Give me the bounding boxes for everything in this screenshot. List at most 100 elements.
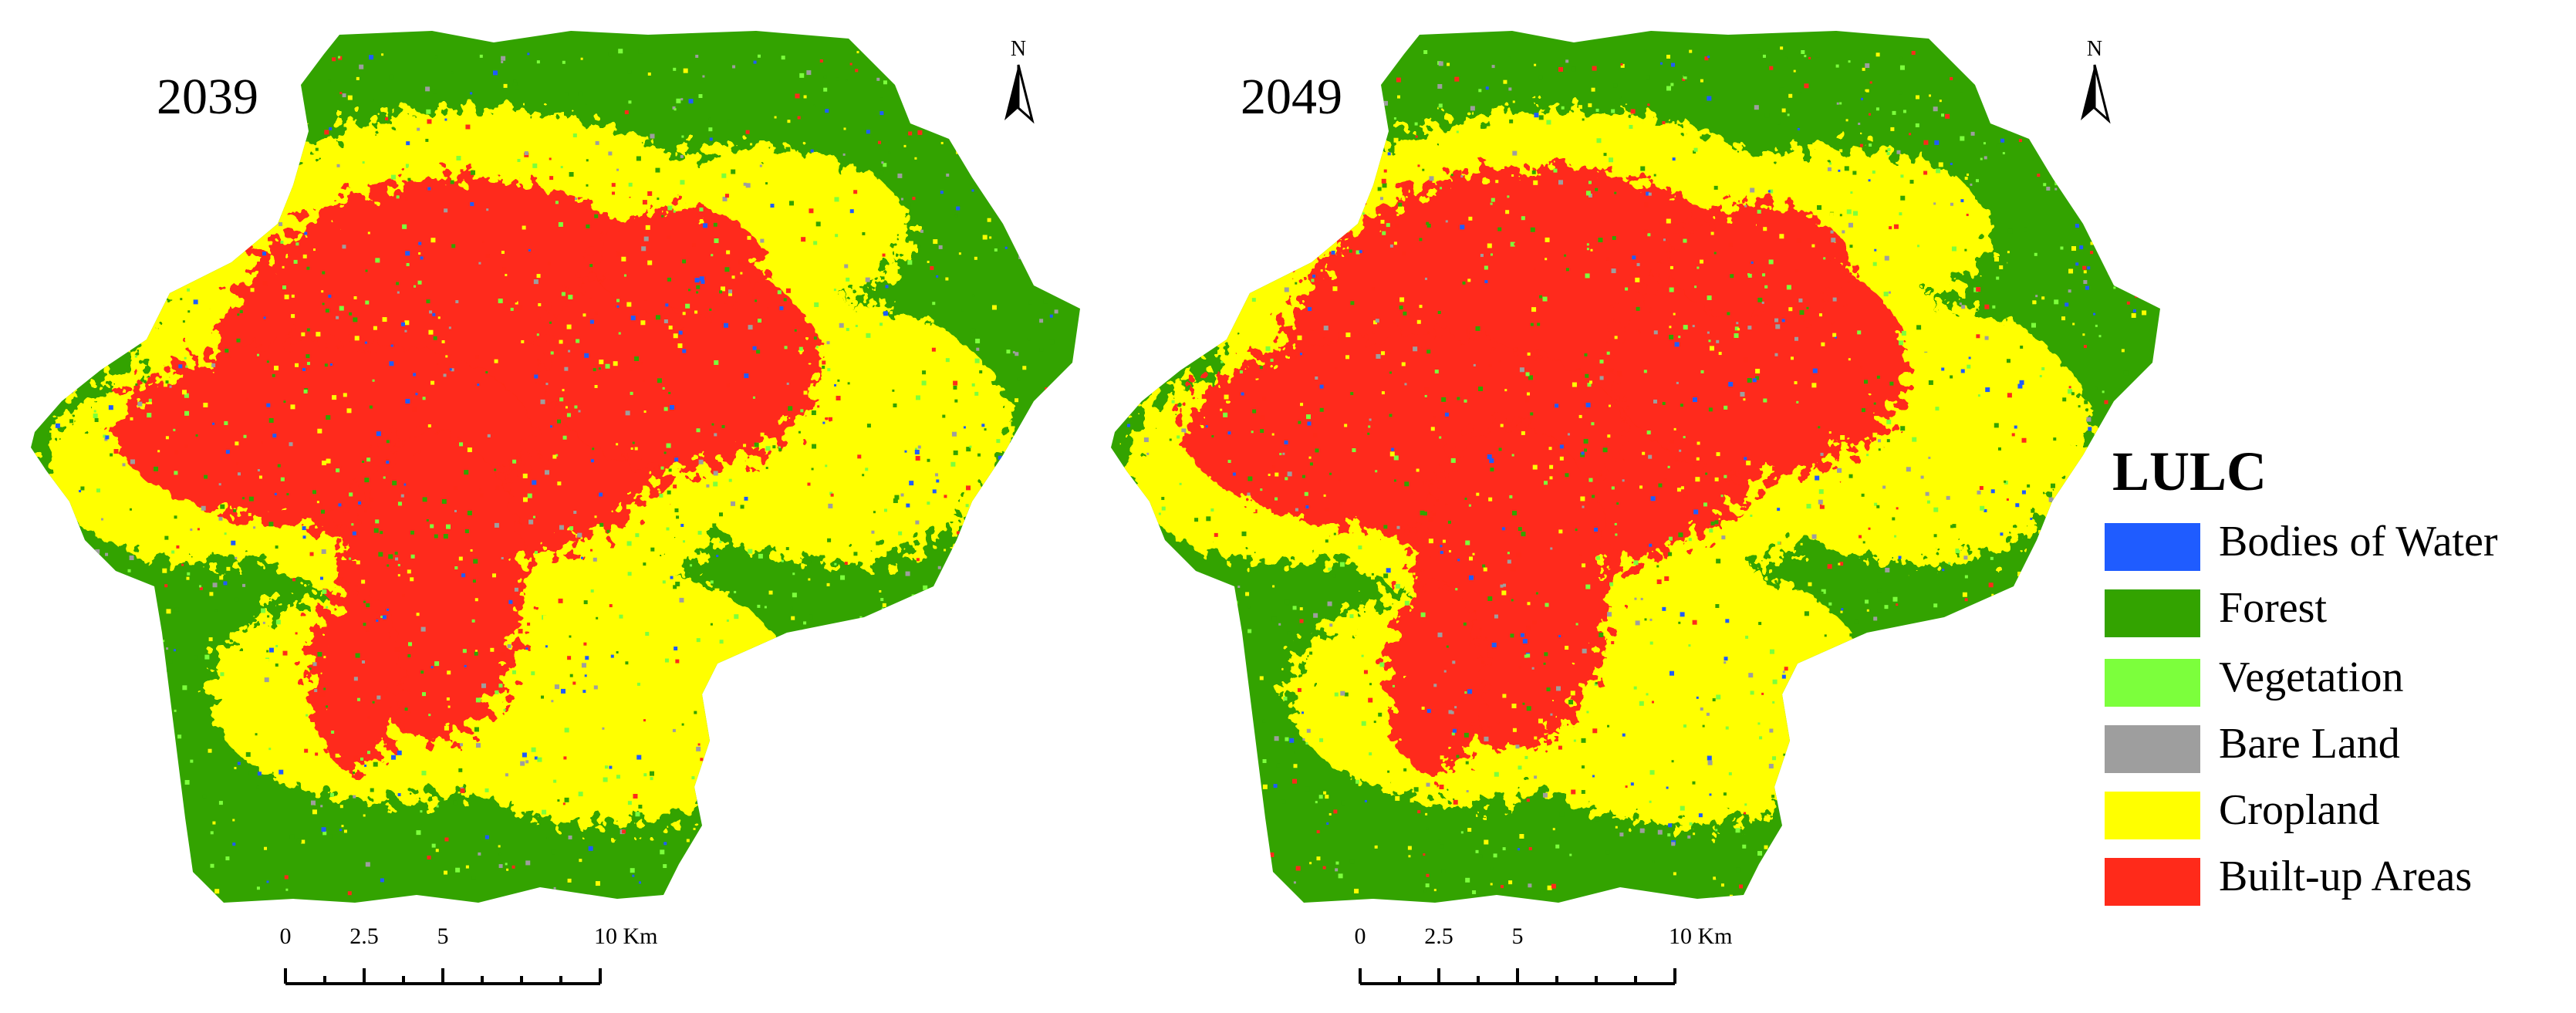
pixel [880, 598, 884, 602]
pixel [256, 785, 260, 789]
pixel [1367, 164, 1370, 167]
pixel [93, 635, 99, 640]
pixel [1184, 582, 1187, 585]
pixel [1612, 235, 1616, 240]
pixel [1758, 485, 1761, 488]
pixel [94, 755, 99, 760]
pixel [1241, 531, 1247, 536]
pixel [927, 740, 932, 745]
pixel [1341, 800, 1346, 805]
pixel [306, 362, 310, 366]
pixel [1273, 62, 1278, 68]
pixel [1828, 431, 1832, 434]
pixel [525, 860, 531, 866]
pixel [2051, 599, 2054, 602]
pixel [1261, 191, 1264, 195]
pixel [291, 314, 295, 319]
pixel [580, 556, 583, 559]
pixel [1429, 176, 1434, 181]
pixel [1553, 168, 1558, 173]
pixel [1318, 748, 1323, 753]
pixel [1356, 250, 1360, 255]
pixel [1244, 884, 1249, 890]
pixel [177, 734, 182, 739]
pixel [1349, 859, 1355, 864]
pixel [1526, 626, 1531, 631]
pixel [573, 511, 577, 515]
pixel [2017, 383, 2023, 389]
pixel [1693, 150, 1697, 154]
pixel [118, 874, 121, 877]
pixel [391, 501, 397, 506]
pixel [929, 661, 932, 664]
pixel [879, 171, 884, 176]
pixel [282, 265, 285, 268]
pixel [1644, 229, 1649, 234]
pixel [164, 584, 168, 588]
pixel [1490, 468, 1494, 472]
pixel [2051, 469, 2057, 474]
pixel [1923, 718, 1928, 722]
pixel [353, 677, 358, 681]
pixel [687, 691, 690, 694]
pixel [1886, 439, 1890, 443]
pixel [1668, 536, 1673, 541]
pixel [2041, 296, 2045, 300]
pixel [1026, 811, 1031, 816]
pixel [956, 73, 961, 79]
pixel [165, 800, 170, 805]
pixel [1680, 404, 1683, 407]
pixel [893, 403, 897, 407]
pixel [1128, 581, 1133, 586]
pixel [650, 133, 655, 139]
pixel [1854, 713, 1859, 718]
pixel [275, 664, 279, 667]
pixel [1639, 485, 1643, 489]
pixel [103, 434, 106, 438]
pixel [148, 488, 154, 494]
pixel [173, 428, 176, 431]
pixel [928, 623, 931, 626]
pixel [1129, 601, 1133, 604]
pixel [522, 497, 528, 502]
pixel [1649, 770, 1655, 775]
pixel [1715, 829, 1718, 832]
pixel [1180, 432, 1185, 437]
pixel [1950, 525, 1954, 528]
pixel [1176, 595, 1180, 599]
pixel [1016, 869, 1020, 873]
pixel [711, 874, 716, 879]
pixel [1246, 555, 1251, 560]
pixel [1133, 208, 1139, 213]
pixel [386, 461, 390, 464]
pixel [1446, 645, 1449, 648]
pixel [1586, 248, 1589, 251]
pixel [1840, 610, 1843, 613]
pixel [362, 461, 365, 464]
pixel [553, 779, 557, 783]
pixel [1673, 312, 1676, 316]
pixel [80, 486, 85, 491]
pixel [338, 56, 341, 59]
pixel [582, 313, 586, 317]
pixel [174, 515, 177, 519]
pixel [1268, 473, 1271, 476]
pixel [1305, 786, 1310, 792]
pixel [1804, 83, 1809, 89]
pixel [773, 650, 776, 653]
pixel [1908, 845, 1911, 848]
pixel [1464, 399, 1467, 403]
pixel [1890, 127, 1895, 131]
pixel [321, 827, 326, 832]
pixel [116, 607, 120, 611]
pixel [1734, 326, 1739, 331]
pixel [289, 834, 295, 839]
pixel [1545, 258, 1548, 261]
pixel [1241, 278, 1244, 282]
pixel [1866, 454, 1869, 457]
pixel [1767, 190, 1771, 193]
pixel [1702, 724, 1705, 728]
pixel [1051, 721, 1056, 726]
pixel [1316, 830, 1320, 834]
pixel [1398, 202, 1403, 207]
